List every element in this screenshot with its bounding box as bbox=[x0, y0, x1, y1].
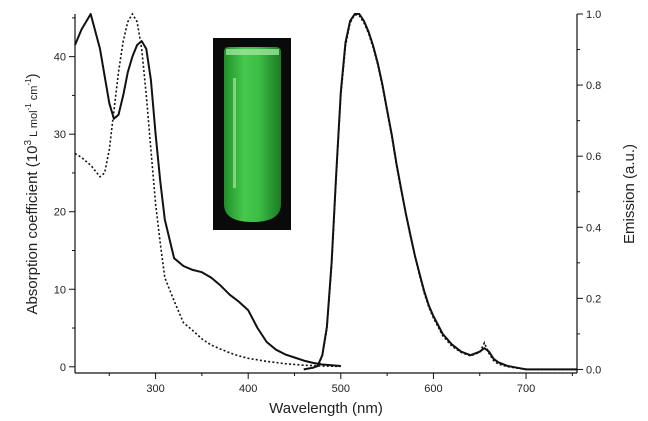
y-right-tick-label: 0.6 bbox=[586, 151, 601, 163]
y-right-tick-label: 0.8 bbox=[586, 80, 601, 92]
x-tick-label: 600 bbox=[424, 383, 442, 395]
vial-tube bbox=[224, 47, 281, 222]
x-axis-title: Wavelength (nm) bbox=[269, 400, 383, 417]
x-tick-label: 300 bbox=[146, 383, 164, 395]
x-ticks: 300 400 500 600 700 bbox=[108, 373, 573, 395]
y-left-tick-label: 20 bbox=[54, 207, 66, 219]
curves bbox=[74, 12, 577, 371]
y-left-ticks: 0 10 20 30 40 bbox=[54, 17, 75, 374]
y-right-tick-label: 0.0 bbox=[586, 364, 601, 376]
axes-group bbox=[74, 14, 578, 374]
y-left-tick-label: 0 bbox=[60, 362, 66, 374]
x-tick-label: 400 bbox=[239, 383, 257, 395]
y-right-tick-label: 0.2 bbox=[586, 293, 601, 305]
x-tick-label: 500 bbox=[332, 383, 350, 395]
y-right-tick-label: 0.4 bbox=[586, 222, 601, 234]
y-left-tick-label: 40 bbox=[54, 52, 66, 64]
vial-meniscus bbox=[226, 49, 279, 55]
y-left-tick-label: 30 bbox=[54, 129, 66, 141]
emission-curve-dotted bbox=[303, 13, 577, 371]
absorption-curve-solid bbox=[74, 13, 341, 367]
y-left-tick-label: 10 bbox=[54, 284, 66, 296]
vial-highlight bbox=[233, 78, 236, 188]
y-right-ticks: 0.0 0.2 0.4 0.6 0.8 1.0 bbox=[577, 9, 601, 376]
y-right-axis-title: Emission (a.u.) bbox=[621, 144, 638, 244]
absorption-curve-dotted bbox=[74, 12, 341, 368]
y-left-axis-title: Absorption coefficient (103 L mol-1 cm-1… bbox=[23, 73, 41, 314]
emission-curve-solid bbox=[303, 13, 577, 371]
y-right-tick-label: 1.0 bbox=[586, 9, 601, 21]
vial-photo bbox=[213, 38, 291, 230]
x-tick-label: 700 bbox=[517, 383, 535, 395]
